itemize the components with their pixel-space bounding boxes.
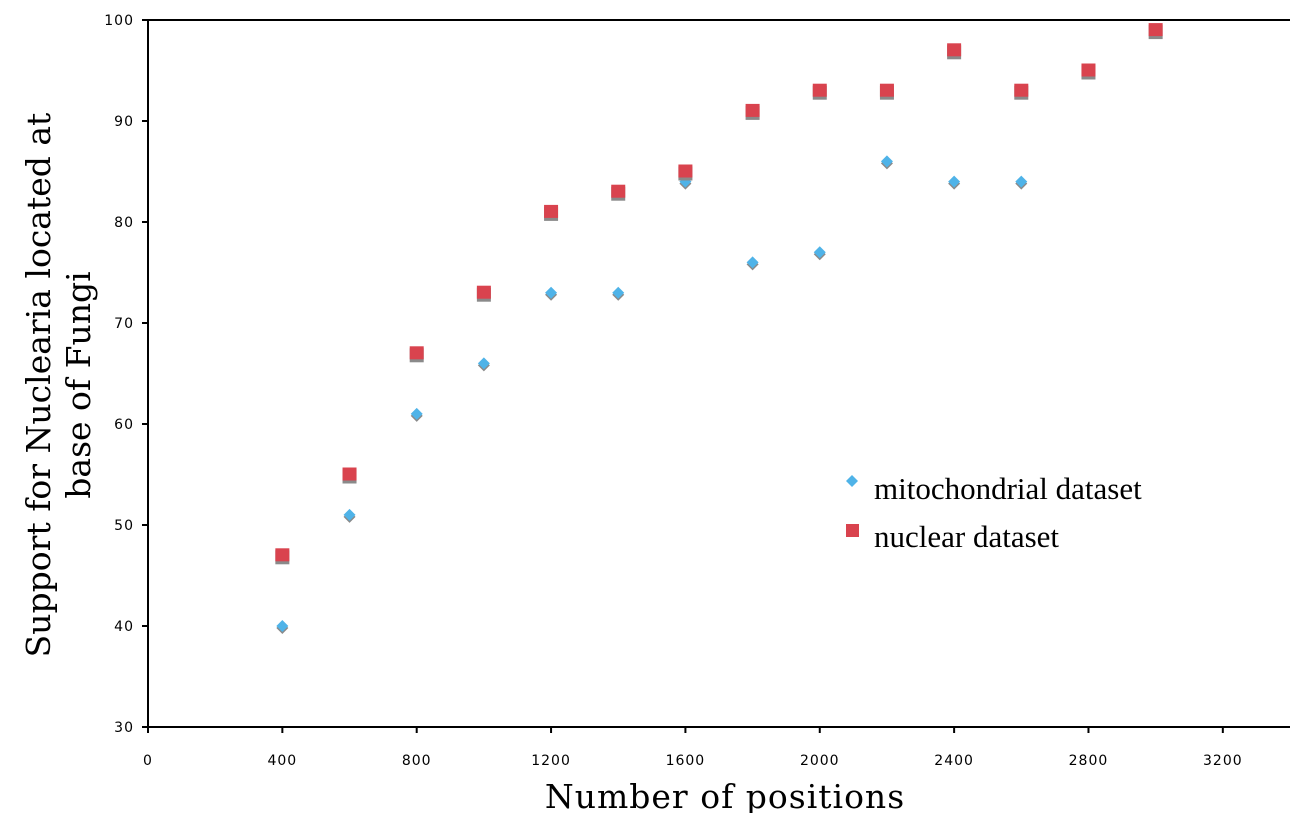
nuclear-point [879,83,894,97]
mitochondrial-point [410,407,423,420]
legend-label-mitochondrial: mitochondrial dataset [874,471,1142,506]
nuclear-point [1148,23,1163,37]
x-tick-label: 1600 [666,753,706,769]
y-axis-title-line-1: Support for Nuclearia located at [19,113,58,658]
legend-square-marker [846,524,859,537]
y-tick-label: 100 [104,13,134,29]
nuclear-point [947,43,962,57]
y-axis-title: Support for Nuclearia located at base of… [19,113,98,658]
nuclear-point [1014,83,1029,97]
mitochondrial-point [813,246,826,259]
data-points [275,23,1163,634]
y-tick-label: 40 [114,619,134,635]
mitochondrial-point [612,286,625,299]
nuclear-point [476,285,491,299]
legend-label-nuclear: nuclear dataset [874,519,1059,554]
nuclear-point [275,548,290,562]
x-tick-label: 2400 [934,753,974,769]
legend-item-mitochondrial: mitochondrial dataset [846,471,1142,506]
y-tick-label: 90 [114,114,134,130]
nuclear-point [544,204,559,218]
y-axis-title-line-2: base of Fungi [59,271,98,498]
mitochondrial-point [746,256,759,269]
x-axis-title: Number of positions [545,777,905,813]
y-ticks: 30 40 50 60 70 80 90 100 [104,13,148,736]
mitochondrial-point [477,357,490,370]
y-tick-label: 80 [114,215,134,231]
x-tick-label: 400 [267,753,297,769]
mitochondrial-point [545,286,558,299]
x-ticks: 0 400 800 1200 1600 2000 2400 2800 3200 [143,727,1243,769]
mitochondrial-point [276,620,289,632]
mitochondrial-point [343,508,356,521]
nuclear-point [342,467,357,481]
axes [147,19,1290,728]
x-tick-label: 2800 [1069,753,1109,769]
nuclear-point [745,103,760,117]
nuclear-point [409,346,424,360]
x-tick-label: 3200 [1203,753,1243,769]
nuclear-point [678,164,693,178]
legend-diamond-marker [846,475,858,487]
legend-item-nuclear: nuclear dataset [846,519,1059,554]
y-tick-label: 60 [114,417,134,433]
mitochondrial-point [1015,175,1028,188]
nuclear-point [812,83,827,97]
y-tick-label: 50 [114,518,134,534]
mitochondrial-point [948,175,961,188]
x-tick-label: 2000 [800,753,840,769]
x-tick-label: 0 [143,753,153,769]
mitochondrial-point [880,155,893,168]
legend: mitochondrial dataset nuclear dataset [846,471,1142,554]
nuclear-point [611,184,626,198]
y-tick-label: 30 [114,720,134,736]
y-tick-label: 70 [114,316,134,332]
x-tick-label: 800 [402,753,432,769]
nuclear-point [1081,63,1096,77]
x-tick-label: 1200 [531,753,571,769]
